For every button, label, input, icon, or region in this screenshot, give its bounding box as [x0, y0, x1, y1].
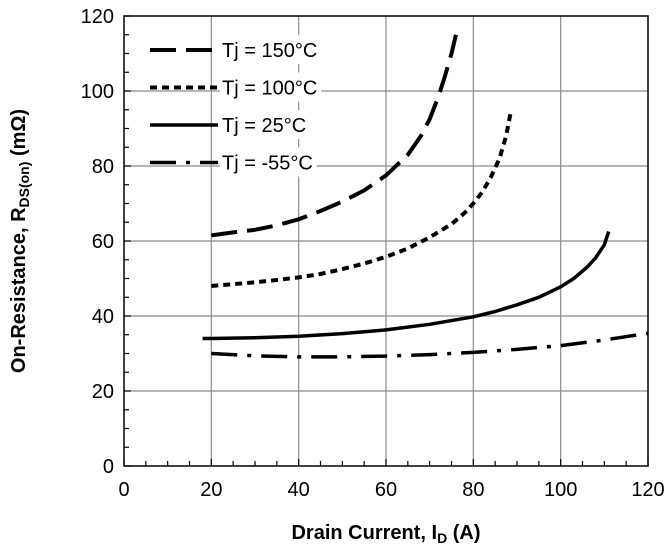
y-axis-title-subscript: DS(on): [16, 162, 32, 208]
y-axis-title-main: On-Resistance, R: [8, 207, 30, 373]
y-tick-label: 100: [81, 81, 114, 103]
legend-item-background: [220, 110, 311, 139]
legend-label: Tj = 150°C: [222, 40, 317, 62]
series-line-3: [211, 331, 649, 359]
x-tick-label: 80: [462, 479, 484, 501]
y-tick-label: 80: [92, 156, 114, 178]
minor-ticks: [123, 15, 649, 467]
legend-item-background: [220, 147, 317, 177]
legend-label: Tj = -55°C: [222, 153, 313, 175]
y-tick-label: 20: [92, 381, 114, 403]
legend-item-background: [220, 35, 322, 64]
legend-item-0: Tj = 150°C: [150, 35, 322, 64]
series-line-2: [202, 231, 611, 341]
y-tick-label: 120: [81, 6, 114, 28]
legend: Tj = 150°C Tj = 100°C Tj = 25°C Tj = -55°C: [150, 35, 322, 177]
plot-frame: [123, 15, 649, 467]
x-tick-label: 100: [544, 479, 577, 501]
series-line-1: [211, 113, 513, 288]
legend-label: Tj = 25°C: [222, 115, 306, 137]
series-lines: [202, 34, 649, 359]
x-axis-title-main: Drain Current, I: [291, 522, 437, 544]
legend-item-3: Tj = -55°C: [150, 147, 317, 177]
x-tick-label: 120: [631, 479, 664, 501]
x-axis-title: Drain Current, ID (A): [291, 522, 480, 546]
grid: [124, 16, 648, 466]
x-tick-label: 40: [288, 479, 310, 501]
x-axis-title-unit: (A): [447, 522, 480, 544]
y-tick-labels: 0 20 40 60 80 100 120: [81, 6, 114, 478]
legend-item-1: Tj = 100°C: [150, 72, 322, 102]
y-tick-label: 60: [92, 231, 114, 253]
x-axis-title-subscript: D: [437, 530, 447, 546]
x-tick-labels: 0 20 40 60 80 100 120: [118, 479, 664, 501]
legend-item-2: Tj = 25°C: [150, 110, 311, 139]
x-tick-label: 20: [200, 479, 222, 501]
x-tick-label: 60: [375, 479, 397, 501]
y-axis-title: On-Resistance, RDS(on) (mΩ): [8, 109, 32, 373]
y-axis-title-unit: (mΩ): [8, 109, 30, 162]
series-line-0: [211, 34, 458, 238]
y-tick-label: 0: [103, 456, 114, 478]
y-tick-label: 40: [92, 306, 114, 328]
legend-item-background: [220, 72, 322, 102]
legend-label: Tj = 100°C: [222, 78, 317, 100]
x-tick-label: 0: [118, 479, 129, 501]
